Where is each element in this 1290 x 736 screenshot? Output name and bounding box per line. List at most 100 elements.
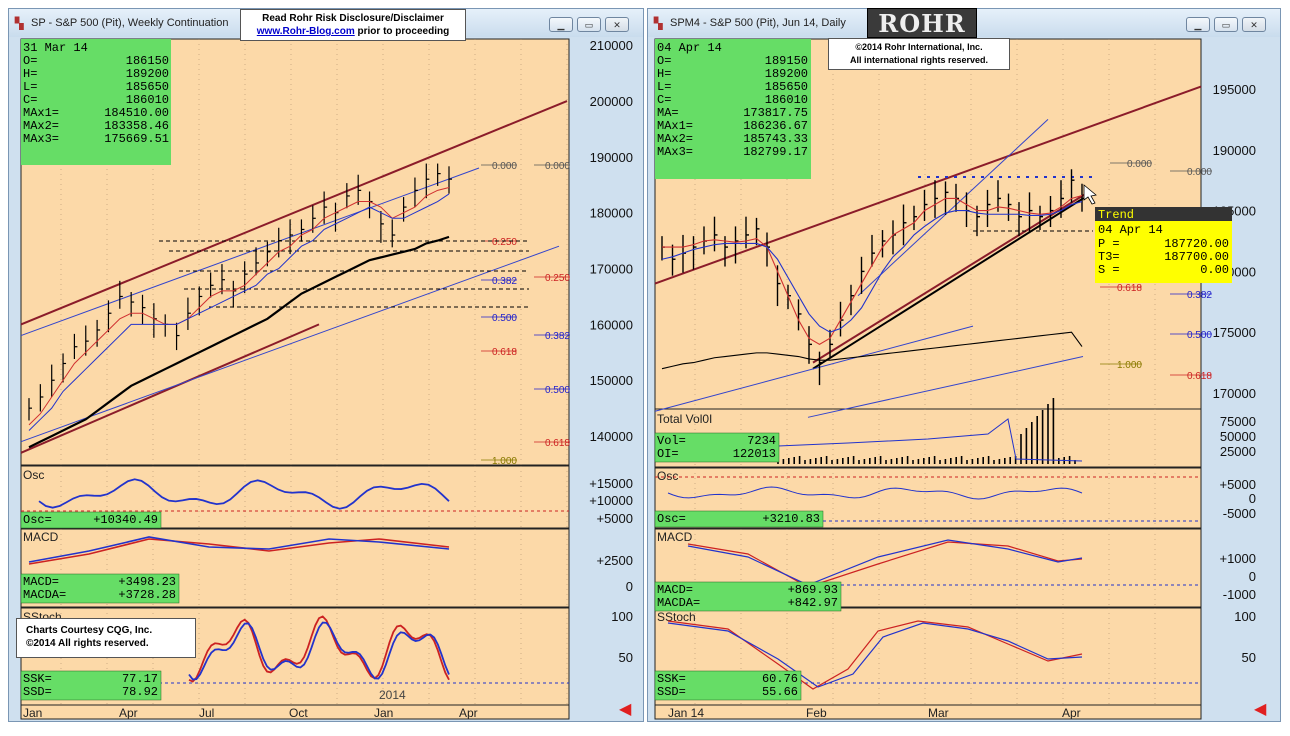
value-label-box <box>20 670 162 701</box>
maximize-button[interactable]: ▭ <box>577 17 601 32</box>
value-label-key: OI= <box>657 447 679 461</box>
maximize-button[interactable]: ▭ <box>1214 17 1238 32</box>
time-axis-label: Feb <box>806 706 827 720</box>
copyright-line2: All international rights reserved. <box>849 55 989 65</box>
axis-tick-label: 100 <box>1234 609 1256 624</box>
moving-average-line <box>28 193 450 431</box>
value-label-value: +3498.23 <box>118 575 176 589</box>
open-interest-line <box>777 418 1083 462</box>
axis-tick-label: +5000 <box>1219 477 1256 492</box>
fib-level-label: 0.500 <box>545 385 570 396</box>
value-label-key: MACDA= <box>23 588 66 602</box>
minimize-button[interactable]: ▁ <box>1186 17 1210 32</box>
time-axis-label: Apr <box>459 706 478 720</box>
value-label-value: +3728.28 <box>118 588 176 602</box>
axis-tick-label: 190000 <box>590 150 633 165</box>
macda-line <box>687 541 1083 588</box>
info-key: C= <box>657 93 671 107</box>
channel-upper-line <box>20 100 568 326</box>
macd-line <box>687 539 1083 586</box>
axis-tick-label: 50 <box>619 650 633 665</box>
value-label-value: +869.93 <box>788 583 838 597</box>
close-button[interactable]: ✕ <box>1242 17 1266 32</box>
macd-title: MACD <box>657 530 693 544</box>
channel-lower-line <box>20 323 320 454</box>
info-key: MAx1= <box>657 119 693 133</box>
value-label-key: MACD= <box>23 575 59 589</box>
info-box <box>21 39 171 165</box>
info-value: 186150 <box>126 54 169 68</box>
info-value: 182799.17 <box>743 145 808 159</box>
info-key: MAx2= <box>23 119 59 133</box>
axis-tick-label: +15000 <box>589 476 633 491</box>
info-value: 189200 <box>765 67 808 81</box>
value-label-value: 77.17 <box>122 672 158 686</box>
fib-level-label: 0.000 <box>492 161 517 172</box>
moving-average-line <box>28 235 450 449</box>
fib-level-label: 0.618 <box>492 347 517 358</box>
right-window-title: SPM4 - S&P 500 (Pit), Jun 14, Daily <box>670 17 846 29</box>
close-button[interactable]: ✕ <box>605 17 629 32</box>
value-label-box <box>20 573 180 604</box>
osc-line <box>38 478 450 510</box>
value-label-value: +842.97 <box>788 596 838 610</box>
info-value: 189150 <box>765 54 808 68</box>
macd-line <box>28 536 450 563</box>
channel-upper-line <box>654 85 1202 285</box>
info-key: H= <box>23 67 37 81</box>
trend-line-maroon <box>812 191 1089 364</box>
right-chart-area[interactable]: 1950001900001850001800001750001700000.00… <box>648 9 1280 721</box>
axis-tick-label: 195000 <box>1213 82 1256 97</box>
value-label-value: 55.66 <box>762 685 798 699</box>
axis-tick-label: 150000 <box>590 373 633 388</box>
right-chart-window: ▚ SPM4 - S&P 500 (Pit), Jun 14, Daily ▁ … <box>647 8 1281 722</box>
axis-tick-label: 25000 <box>1220 444 1256 459</box>
value-label-key: Vol= <box>657 434 686 448</box>
time-axis-label: Apr <box>119 706 138 720</box>
axis-tick-label: -5000 <box>1223 506 1256 521</box>
minimize-button[interactable]: ▁ <box>549 17 573 32</box>
fib-level-label: 0.000 <box>1127 159 1152 170</box>
trend-line-blue <box>20 167 480 337</box>
trend-line-blue <box>654 325 974 412</box>
axis-tick-label: 50 <box>1242 650 1256 665</box>
trend-value: 187700.00 <box>1164 250 1229 264</box>
disclaimer-line1: Read Rohr Risk Disclosure/Disclaimer <box>262 13 444 24</box>
scroll-left-arrow-icon[interactable]: ◀ <box>619 701 632 718</box>
trend-line-blue <box>807 356 1084 418</box>
info-date: 04 Apr 14 <box>657 41 722 55</box>
info-value: 183358.46 <box>104 119 169 133</box>
value-label-box <box>654 510 824 528</box>
moving-average-line <box>661 201 1083 333</box>
value-label-value: +10340.49 <box>93 513 158 527</box>
trend-key: S = <box>1098 263 1120 277</box>
time-axis-label: Mar <box>928 706 949 720</box>
copyright-line1: ©2014 Rohr International, Inc. <box>855 42 983 52</box>
time-axis-label: Oct <box>289 706 308 720</box>
fib-level-label: 0.618 <box>545 438 570 449</box>
fib-level-label: 0.250 <box>545 273 570 284</box>
trend-line-black <box>812 197 1084 370</box>
disclaimer-line2: prior to proceeding <box>354 26 450 37</box>
rohr-blog-link[interactable]: www.Rohr-Blog.com <box>256 26 355 37</box>
trend-value: 0.00 <box>1200 263 1229 277</box>
axis-tick-label: +5000 <box>596 511 633 526</box>
value-label-box <box>654 432 780 463</box>
value-label-value: 78.92 <box>122 685 158 699</box>
axis-tick-label: 170000 <box>1213 386 1256 401</box>
fib-level-label: 0.382 <box>492 276 517 287</box>
value-label-key: Osc= <box>657 512 686 526</box>
rohr-logo: ROHR <box>867 8 977 38</box>
left-chart-area[interactable]: 210000 200000 190000 180000 170000 160000 1500… <box>9 9 643 721</box>
value-label-value: 60.76 <box>762 672 798 686</box>
scroll-left-arrow-icon[interactable]: ◀ <box>1254 701 1267 718</box>
chart-app-icon: ▚ <box>15 18 24 30</box>
axis-tick-label: 200000 <box>590 94 633 109</box>
value-label-box <box>654 670 802 701</box>
axis-tick-label: +2500 <box>596 553 633 568</box>
info-key: O= <box>657 54 671 68</box>
left-window-title: SP - S&P 500 (Pit), Weekly Continuation <box>31 17 229 29</box>
axis-tick-label: 170000 <box>590 262 633 277</box>
moving-average-line <box>662 195 1083 345</box>
info-value: 186236.67 <box>743 119 808 133</box>
